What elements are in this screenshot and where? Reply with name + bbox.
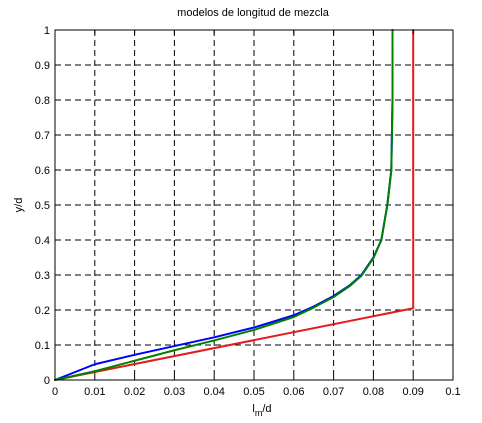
y-ticks: 0 0.1 0.2 0.3 0.4 0.5 0.6 0.7 0.8 0.9 1 [35, 25, 453, 387]
x-tick-label: 0.08 [363, 386, 384, 398]
series-line-1 [54, 29, 415, 381]
y-tick-label: 0.5 [35, 200, 50, 212]
x-tick-label: 0.06 [283, 386, 304, 398]
series-lines [54, 29, 415, 381]
y-tick-label: 0 [44, 375, 50, 387]
x-tick-label: 0.02 [124, 386, 145, 398]
chart-title: modelos de longitud de mezcla [177, 7, 330, 19]
x-axis-label-main: l [252, 403, 254, 415]
x-tick-label: 0 [52, 386, 58, 398]
x-tick-label: 0.1 [445, 386, 460, 398]
x-tick-label: 0.01 [84, 386, 105, 398]
x-tick-label: 0.05 [243, 386, 264, 398]
y-tick-label: 0.4 [35, 235, 50, 247]
y-tick-label: 0.8 [35, 95, 50, 107]
series-line-3 [54, 29, 394, 381]
x-ticks: 0 0.01 0.02 0.03 0.04 0.05 0.06 0.07 0.08 0.09 0.1 [52, 30, 461, 398]
x-tick-label: 0.09 [402, 386, 423, 398]
x-tick-label: 0.03 [164, 386, 185, 398]
x-axis-label-suffix: /d [262, 403, 271, 415]
y-tick-label: 0.1 [35, 340, 50, 352]
y-axis-label: y/d [13, 198, 25, 213]
x-tick-label: 0.04 [203, 386, 224, 398]
y-tick-label: 0.2 [35, 305, 50, 317]
y-tick-label: 1 [44, 25, 50, 37]
y-tick-label: 0.3 [35, 270, 50, 282]
y-tick-label: 0.9 [35, 60, 50, 72]
x-tick-label: 0.07 [323, 386, 344, 398]
x-axis-label-sub: m [255, 408, 263, 418]
x-axis-label: lm/d [252, 403, 271, 418]
y-tick-label: 0.7 [35, 130, 50, 142]
y-tick-label: 0.6 [35, 165, 50, 177]
